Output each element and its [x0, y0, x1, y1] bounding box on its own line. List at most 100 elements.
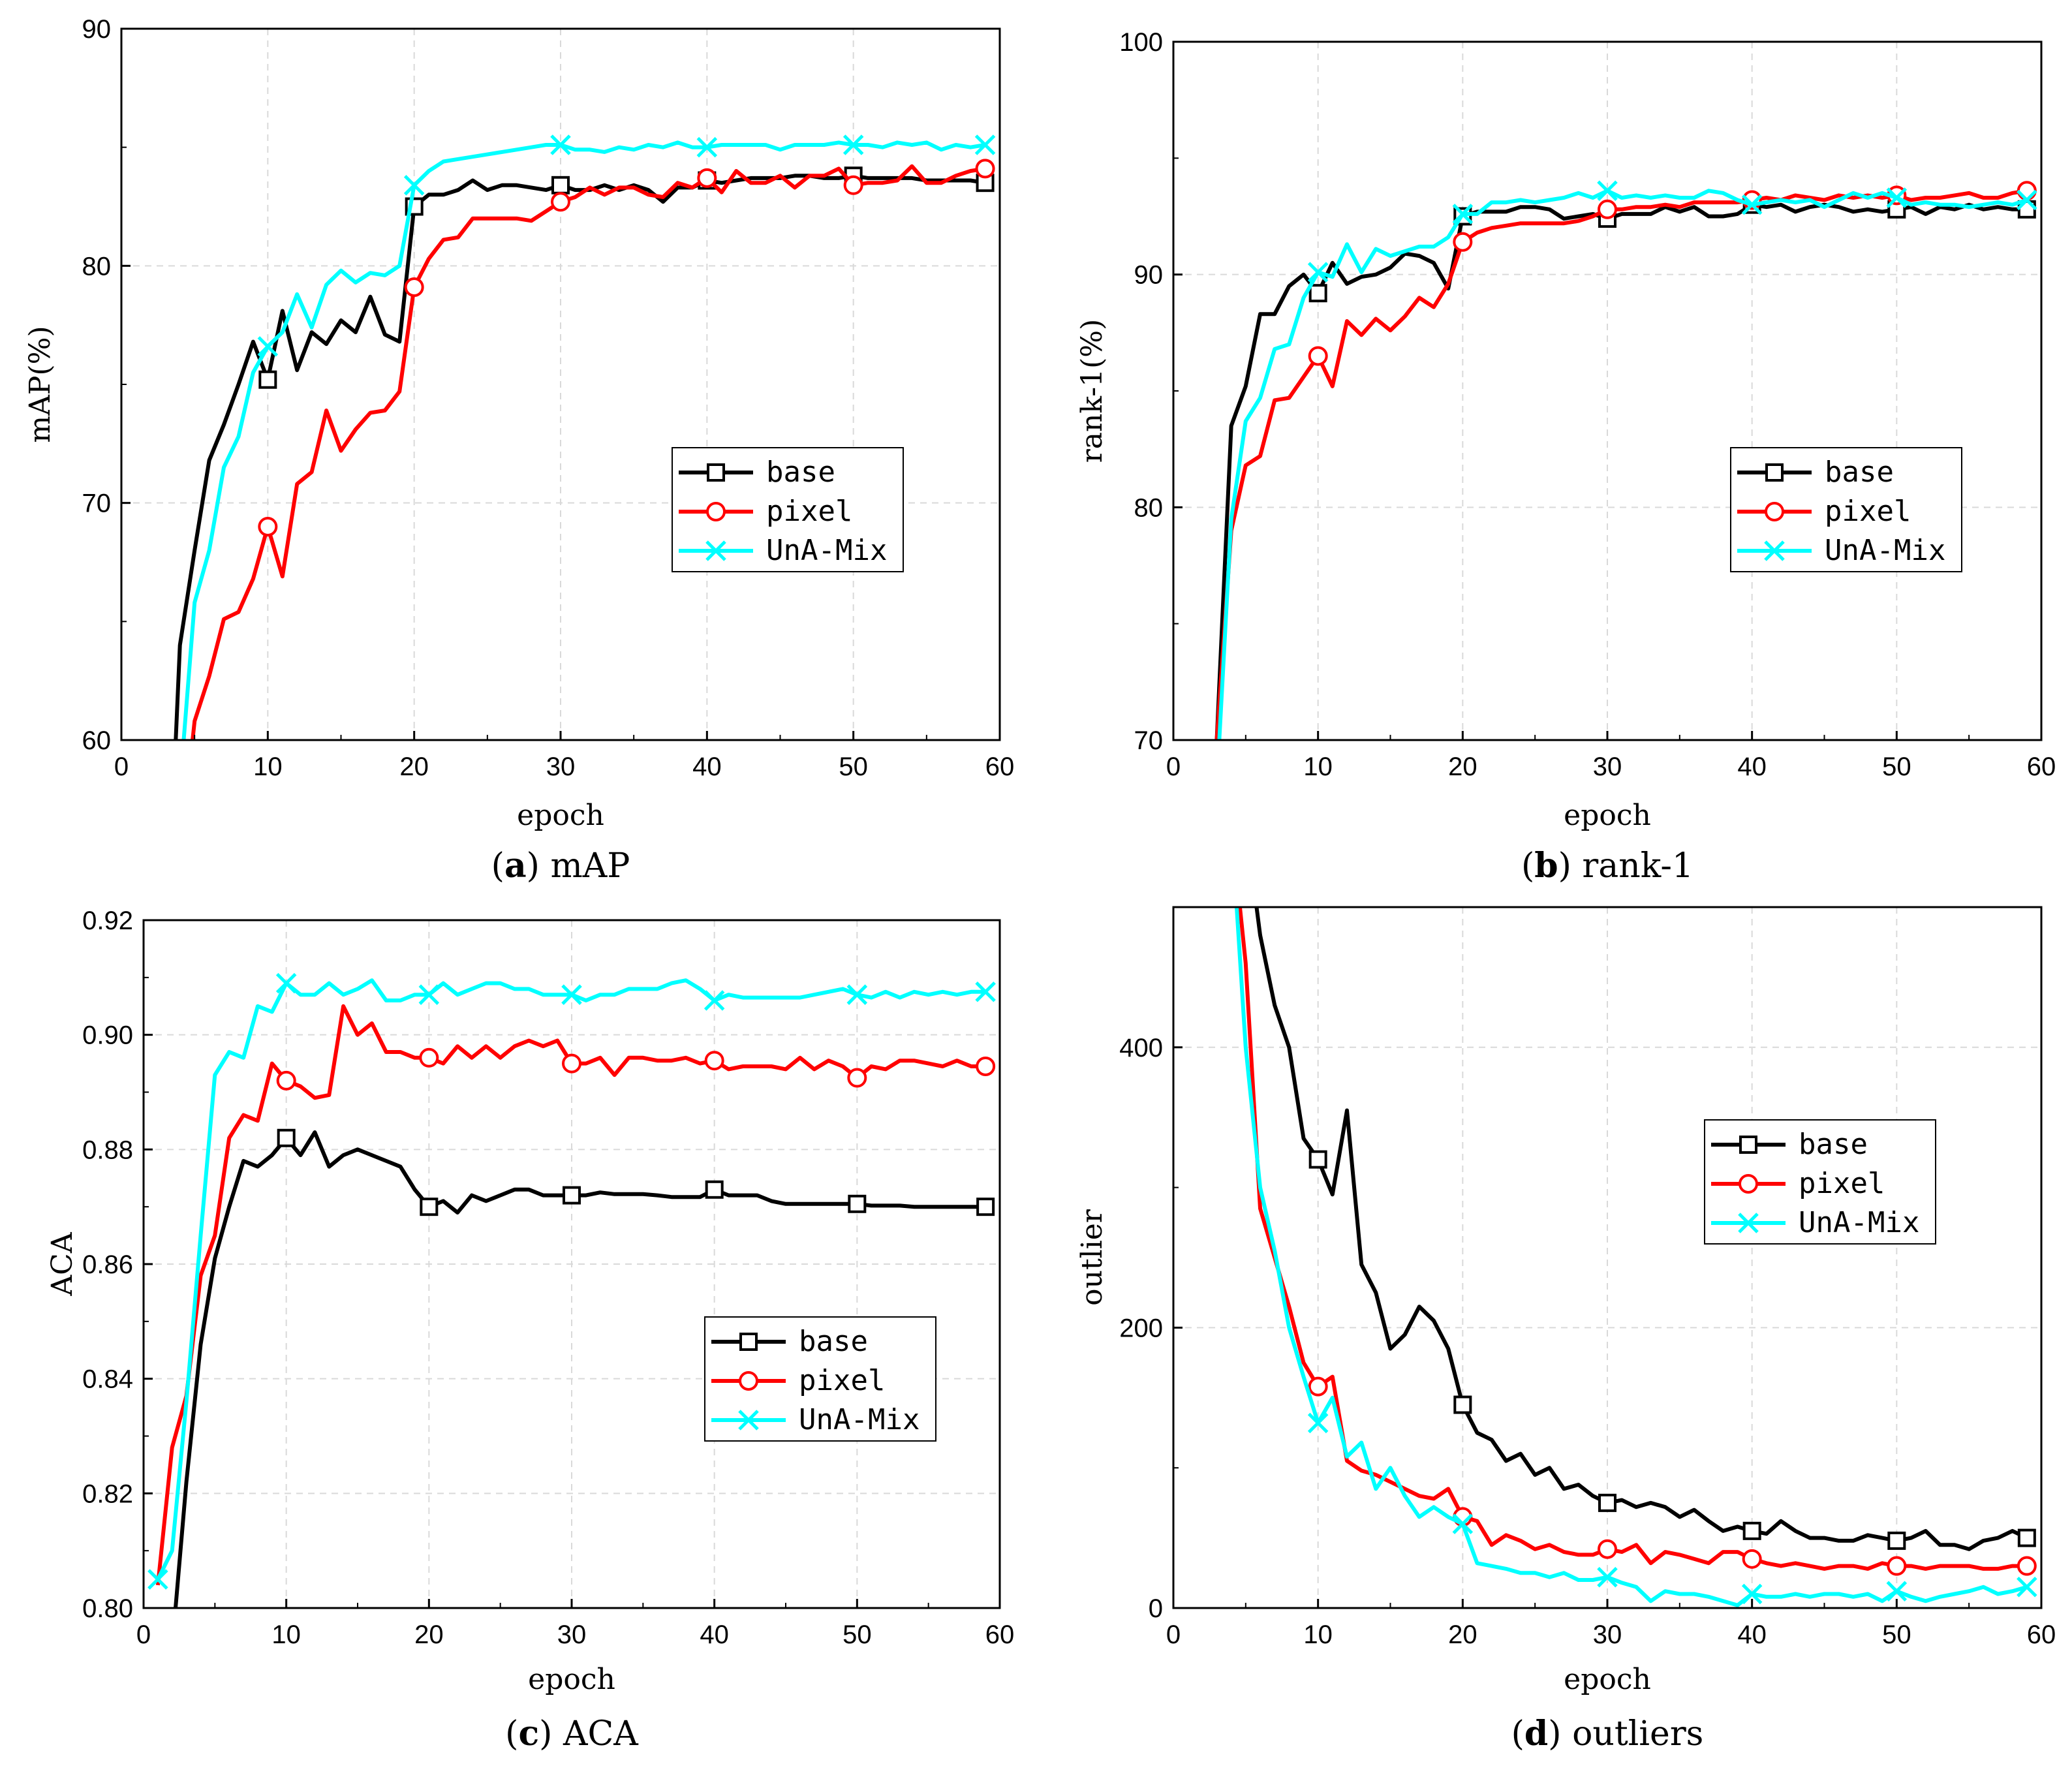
x-tick-label: 0 [1166, 1620, 1181, 1649]
grid [1173, 42, 2041, 740]
legend-marker [707, 463, 725, 482]
legend-marker [1765, 502, 1784, 521]
data-point-marker [147, 1569, 168, 1590]
x-tick-label: 0 [114, 752, 129, 781]
data-point-marker [419, 1047, 439, 1068]
caption-label: d [1524, 1714, 1548, 1754]
data-point-marker [420, 1198, 439, 1216]
legend-label: pixel [799, 1364, 885, 1397]
x-tick-label: 20 [399, 752, 429, 781]
data-point-marker [418, 984, 440, 1005]
x-tick-label: 40 [692, 752, 722, 781]
x-tick-label: 10 [1303, 752, 1333, 781]
chart-panel-outliers: 0 10 20 30 40 50 60 0 200 400 epoch outlier base pixe… [1075, 906, 2056, 1754]
x-tick-label: 30 [557, 1620, 587, 1649]
y-tick-label: 0.88 [82, 1136, 133, 1164]
panel-caption: (c) ACA [505, 1714, 639, 1754]
data-point-marker [1307, 1412, 1329, 1434]
y-tick-label: 0.90 [82, 1021, 133, 1050]
y-tick-label: 0.82 [82, 1479, 133, 1508]
data-point-marker [550, 134, 571, 155]
data-point-marker [277, 1128, 296, 1147]
caption-close: ) outliers [1548, 1714, 1703, 1754]
legend: base pixel UnA-Mix [1730, 447, 1962, 572]
legend-marker [738, 1410, 759, 1431]
y-tick-label: 90 [82, 15, 112, 44]
data-point-marker [1308, 1376, 1328, 1397]
data-point-marker [1453, 1395, 1472, 1414]
legend-label: UnA-Mix [799, 1403, 920, 1436]
data-point-marker [1598, 1493, 1616, 1512]
data-point-marker [975, 982, 996, 1002]
y-tick-label: 0.92 [82, 906, 133, 935]
legend-label: pixel [1825, 495, 1911, 528]
data-point-marker [847, 1068, 867, 1088]
data-point-marker [1307, 262, 1329, 283]
x-tick-label: 10 [1303, 1620, 1333, 1649]
data-point-marker [1742, 1521, 1761, 1540]
y-axis: 60 70 80 90 [82, 15, 131, 755]
data-point-marker [403, 175, 425, 196]
data-point-marker [1452, 204, 1474, 224]
x-tick-label: 50 [839, 752, 868, 781]
x-tick-label: 60 [2027, 1620, 2056, 1649]
data-point-marker [2017, 181, 2037, 201]
panel-caption: (a) mAP [491, 846, 630, 886]
grid [144, 920, 1000, 1608]
series-group [1234, 907, 2037, 1607]
data-point-marker [1597, 180, 1618, 202]
y-axis-title: ACA [46, 1231, 79, 1296]
x-tick-label: 30 [1593, 1620, 1622, 1649]
data-point-marker [561, 984, 582, 1005]
legend-marker [1739, 1174, 1758, 1194]
data-point-marker [1886, 187, 1908, 208]
data-point-marker [1452, 1513, 1474, 1534]
y-tick-label: 100 [1119, 28, 1163, 57]
data-point-marker [974, 134, 996, 155]
y-tick-label: 0.86 [82, 1250, 133, 1279]
y-axis: 70 80 90 100 [1119, 28, 1183, 755]
data-point-marker [1741, 194, 1763, 215]
y-tick-label: 200 [1119, 1314, 1163, 1342]
data-point-marker [275, 972, 297, 994]
x-axis-title: epoch [1564, 1663, 1651, 1696]
x-tick-label: 10 [253, 752, 283, 781]
y-axis: 0.80 0.82 0.84 0.86 0.88 0.90 0.92 [82, 906, 153, 1623]
x-tick-label: 40 [1737, 1620, 1767, 1649]
x-tick-label: 30 [546, 752, 576, 781]
series-group [147, 972, 996, 1608]
caption-open: ( [1521, 846, 1534, 886]
data-point-marker [846, 984, 868, 1005]
x-tick-label: 50 [1882, 1620, 1911, 1649]
chart-panel-aca: 0 10 20 30 40 50 60 0.80 0.82 0.84 0.86 0.88 0.90 0.9… [46, 906, 1014, 1754]
data-point-marker [2017, 189, 2037, 211]
x-tick-label: 40 [1737, 752, 1767, 781]
grid [1173, 907, 2041, 1608]
x-tick-label: 20 [1448, 1620, 1477, 1649]
data-point-marker [1308, 284, 1327, 303]
data-point-marker [696, 136, 718, 158]
legend-label: base [799, 1325, 868, 1358]
data-point-marker [697, 168, 717, 188]
data-point-marker [1741, 1583, 1763, 1605]
legend: base pixel UnA-Mix [704, 1316, 936, 1442]
data-point-marker [1598, 1539, 1617, 1559]
data-point-marker [563, 1186, 581, 1205]
legend-label: UnA-Mix [766, 534, 887, 567]
data-point-marker [2017, 1577, 2037, 1598]
data-point-marker [1887, 1531, 1906, 1550]
caption-label: b [1534, 846, 1558, 886]
x-tick-label: 10 [271, 1620, 301, 1649]
legend-label: UnA-Mix [1825, 534, 1945, 567]
data-point-marker [1597, 1566, 1618, 1588]
legend-marker [705, 540, 726, 561]
data-point-marker [258, 370, 277, 389]
x-axis: 0 10 20 30 40 50 60 [114, 731, 1014, 781]
legend: base pixel UnA-Mix [1704, 1119, 1936, 1245]
legend-marker [739, 1371, 758, 1391]
y-tick-label: 80 [1134, 493, 1164, 522]
y-tick-label: 60 [82, 726, 112, 755]
data-point-marker [848, 1194, 867, 1213]
legend-marker [1738, 1213, 1759, 1233]
